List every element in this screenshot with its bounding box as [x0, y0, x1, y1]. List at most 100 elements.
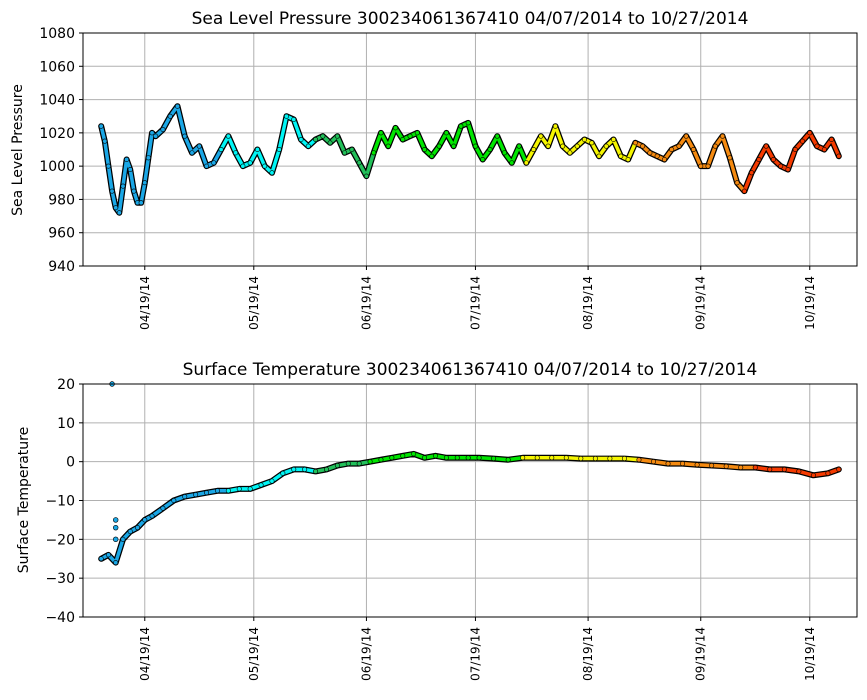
data-point: [429, 153, 435, 159]
data-point: [785, 166, 791, 172]
data-point: [211, 160, 217, 166]
data-point: [135, 525, 141, 531]
x-tick-label: 08/19/14: [581, 627, 595, 681]
y-tick-label: −30: [45, 571, 75, 587]
series-segment: [277, 114, 289, 152]
series-segment: [128, 167, 136, 193]
series-segment: [197, 144, 209, 168]
data-point: [829, 137, 835, 143]
series-segment: [121, 157, 129, 188]
data-point: [621, 456, 627, 462]
temperature-series: [98, 381, 842, 566]
data-point: [225, 488, 231, 494]
x-tick-label: 08/19/14: [581, 276, 595, 330]
series-segment: [386, 126, 398, 148]
series-segment: [143, 156, 151, 185]
data-point: [458, 123, 464, 129]
y-tick-label: −40: [45, 610, 75, 626]
data-point: [480, 156, 486, 162]
data-point: [720, 133, 726, 139]
data-point: [149, 513, 155, 519]
data-point: [113, 560, 119, 566]
x-tick-label: 10/19/14: [803, 627, 817, 681]
x-tick-label: 07/19/14: [468, 276, 482, 330]
data-point: [651, 459, 657, 465]
data-point: [552, 123, 558, 129]
data-point: [145, 155, 151, 161]
data-point: [821, 147, 827, 153]
series-segment: [808, 131, 819, 148]
data-point: [334, 133, 340, 139]
data-point: [741, 188, 747, 194]
data-point: [767, 466, 773, 472]
temperature-chart: Surface Temperature 300234061367410 04/0…: [16, 360, 858, 681]
outlier-point: [113, 517, 119, 523]
data-point: [313, 137, 319, 143]
data-point: [323, 466, 329, 472]
data-point: [618, 153, 624, 159]
data-point: [367, 459, 373, 465]
data-point: [665, 461, 671, 467]
data-point: [127, 529, 133, 535]
data-point: [523, 160, 529, 166]
data-point: [796, 468, 802, 474]
data-point: [799, 138, 805, 144]
data-point: [98, 123, 104, 129]
data-point: [636, 457, 642, 463]
series-segment: [161, 114, 172, 132]
data-point: [283, 113, 289, 119]
x-tick-label: 05/19/14: [247, 627, 261, 681]
y-tick-label: 1020: [39, 126, 75, 142]
data-point: [193, 492, 199, 498]
data-point: [233, 150, 239, 156]
y-tick-label: 0: [66, 455, 75, 471]
data-point: [142, 180, 148, 186]
series-segment: [797, 469, 816, 478]
data-point: [531, 147, 537, 153]
data-point: [436, 143, 442, 149]
data-point: [807, 130, 813, 136]
data-point: [472, 143, 478, 149]
data-point: [371, 150, 377, 156]
data-point: [98, 556, 104, 562]
data-point: [269, 478, 275, 484]
series-segment: [113, 537, 125, 565]
temperature-plot-frame: [82, 383, 858, 618]
series-segment: [379, 131, 390, 148]
data-point: [236, 486, 242, 492]
data-point: [378, 457, 384, 463]
data-point: [712, 143, 718, 149]
data-point: [349, 147, 355, 153]
series-segment: [728, 156, 739, 185]
data-point: [124, 156, 130, 162]
series-segment: [292, 117, 303, 142]
series-segment: [611, 137, 623, 158]
series-segment: [720, 134, 732, 160]
data-point: [738, 464, 744, 470]
data-point: [669, 147, 675, 153]
data-point: [116, 210, 122, 216]
data-point: [225, 133, 231, 139]
series-segment: [691, 147, 703, 168]
data-point: [113, 205, 119, 211]
data-point: [204, 490, 210, 496]
data-point: [567, 150, 573, 156]
series-segment: [829, 137, 841, 158]
series-segment: [510, 144, 521, 165]
series-segment: [488, 134, 500, 152]
series-segment: [589, 141, 601, 158]
data-point: [683, 133, 689, 139]
data-point: [400, 137, 406, 143]
y-tick-label: 940: [48, 259, 75, 275]
series-segment: [182, 134, 194, 155]
data-point: [465, 455, 471, 461]
data-point: [509, 160, 515, 166]
series-outline: [98, 450, 842, 566]
data-point: [258, 482, 264, 488]
data-point: [305, 143, 311, 149]
series-segment: [553, 124, 565, 148]
pressure-chart-title: Sea Level Pressure 300234061367410 04/07…: [192, 9, 749, 29]
data-point: [291, 117, 297, 123]
data-point: [407, 133, 413, 139]
data-point: [756, 156, 762, 162]
